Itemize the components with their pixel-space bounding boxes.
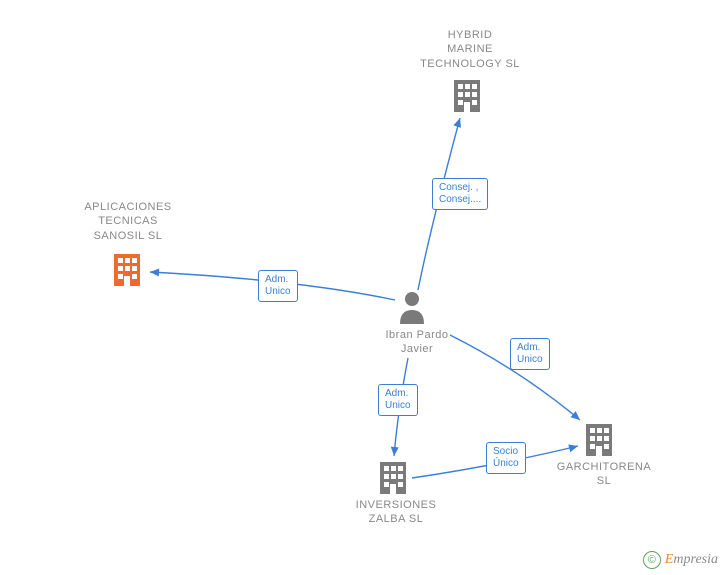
edge-label-line: Consej.... <box>439 194 481 205</box>
label-line: TECNICAS <box>98 215 158 227</box>
building-icon <box>112 252 142 288</box>
node-label-inversiones: INVERSIONES ZALBA SL <box>346 498 446 527</box>
edge-label-line: Adm. <box>265 274 288 285</box>
label-line: Ibran Pardo <box>386 329 449 341</box>
node-label-garchitorena: GARCHITORENA SL <box>554 460 654 489</box>
building-icon <box>378 460 408 496</box>
arrow-to-hybrid <box>453 117 463 128</box>
person-icon <box>398 290 426 324</box>
edge-label-to-aplicaciones: Adm. Unico <box>258 270 298 302</box>
edge-label-to-hybrid: Consej. , Consej.... <box>432 178 488 210</box>
copyright-icon: © <box>643 551 661 569</box>
node-label-aplicaciones: APLICACIONES TECNICAS SANOSIL SL <box>68 200 188 243</box>
arrow-to-garchitorena <box>571 411 583 423</box>
arrow-to-inversiones <box>390 447 399 457</box>
label-line: APLICACIONES <box>84 201 171 213</box>
label-line: GARCHITORENA <box>557 461 651 473</box>
watermark: ©Empresia <box>643 551 718 569</box>
edge-label-line: Socio <box>493 446 518 457</box>
label-line: Javier <box>401 343 433 355</box>
edge-label-inv-to-garch: Socio Único <box>486 442 526 474</box>
edge-label-line: Consej. , <box>439 182 478 193</box>
edge-label-line: Adm. <box>517 342 540 353</box>
label-line: HYBRID <box>448 29 493 41</box>
edges-layer <box>0 0 728 575</box>
building-icon <box>584 422 614 458</box>
edge-label-to-garchitorena: Adm. Unico <box>510 338 550 370</box>
edge-label-line: Único <box>493 458 519 469</box>
edge-label-line: Adm. <box>385 388 408 399</box>
arrow-to-aplicaciones <box>150 268 159 276</box>
label-line: MARINE <box>447 43 493 55</box>
arrow-inv-to-garch <box>568 442 579 452</box>
edge-label-line: Unico <box>517 354 543 365</box>
label-line: INVERSIONES <box>356 499 437 511</box>
label-line: TECHNOLOGY SL <box>420 58 520 70</box>
building-icon <box>452 78 482 114</box>
watermark-rest: mpresia <box>673 552 718 567</box>
node-label-hybrid: HYBRID MARINE TECHNOLOGY SL <box>410 28 530 71</box>
label-line: ZALBA SL <box>369 513 424 525</box>
label-line: SL <box>597 475 611 487</box>
edge-label-line: Unico <box>385 400 411 411</box>
label-line: SANOSIL SL <box>94 230 163 242</box>
node-label-person: Ibran Pardo Javier <box>382 328 452 357</box>
edge-label-line: Unico <box>265 286 291 297</box>
edge-label-to-inversiones: Adm. Unico <box>378 384 418 416</box>
